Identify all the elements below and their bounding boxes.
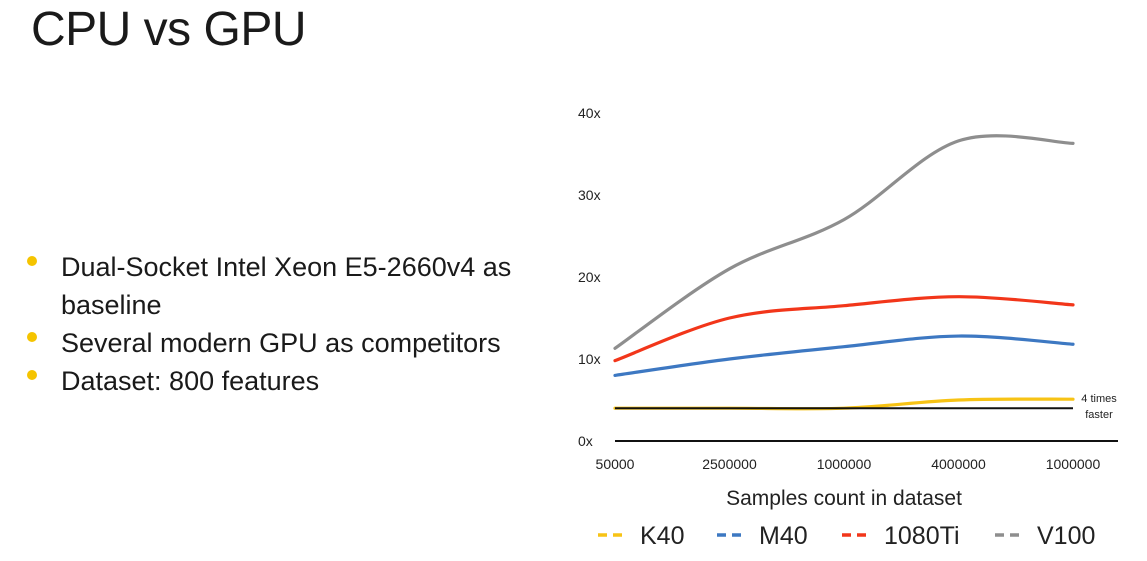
bullet-dot-icon	[27, 370, 37, 380]
series-layer	[613, 134, 1075, 411]
bullet-list: Dual-Socket Intel Xeon E5-2660v4 as base…	[22, 248, 542, 400]
y-tick-label: 10x	[578, 351, 601, 367]
y-tick-label: 30x	[578, 187, 601, 203]
x-axis-ticks: 50000 2500000 1000000 4000000 1000000	[596, 456, 1101, 472]
legend-label-1080ti: 1080Ti	[884, 522, 960, 550]
x-tick-label: 2500000	[702, 456, 757, 472]
bullet-dot-icon	[27, 332, 37, 342]
x-tick-label: 4000000	[931, 456, 986, 472]
bullet-dot-icon	[27, 256, 37, 266]
series-line-v100	[613, 134, 1075, 350]
bullet-item: Dataset: 800 features	[22, 362, 542, 400]
bullet-item: Several modern GPU as competitors	[22, 324, 542, 362]
baseline-annotation-line1: 4 times	[1081, 393, 1117, 405]
x-tick-label: 1000000	[1046, 456, 1101, 472]
x-tick-label: 50000	[596, 456, 635, 472]
legend: K40 M40 1080Ti V100	[598, 522, 1095, 550]
legend-label-v100: V100	[1037, 522, 1095, 550]
y-tick-label: 20x	[578, 269, 601, 285]
bullet-item: Dual-Socket Intel Xeon E5-2660v4 as base…	[22, 248, 542, 324]
y-axis-ticks: 0x 10x 20x 30x 40x	[578, 105, 601, 449]
baseline-annotation-line2: faster	[1085, 409, 1113, 421]
slide-title: CPU vs GPU	[31, 3, 307, 56]
x-tick-label: 1000000	[817, 456, 872, 472]
y-tick-label: 0x	[578, 433, 593, 449]
legend-label-k40: K40	[640, 522, 684, 550]
x-axis-label: Samples count in dataset	[726, 487, 962, 510]
series-line-1080ti	[613, 295, 1075, 363]
y-tick-label: 40x	[578, 105, 601, 121]
legend-label-m40: M40	[759, 522, 808, 550]
series-line-m40	[613, 334, 1075, 377]
